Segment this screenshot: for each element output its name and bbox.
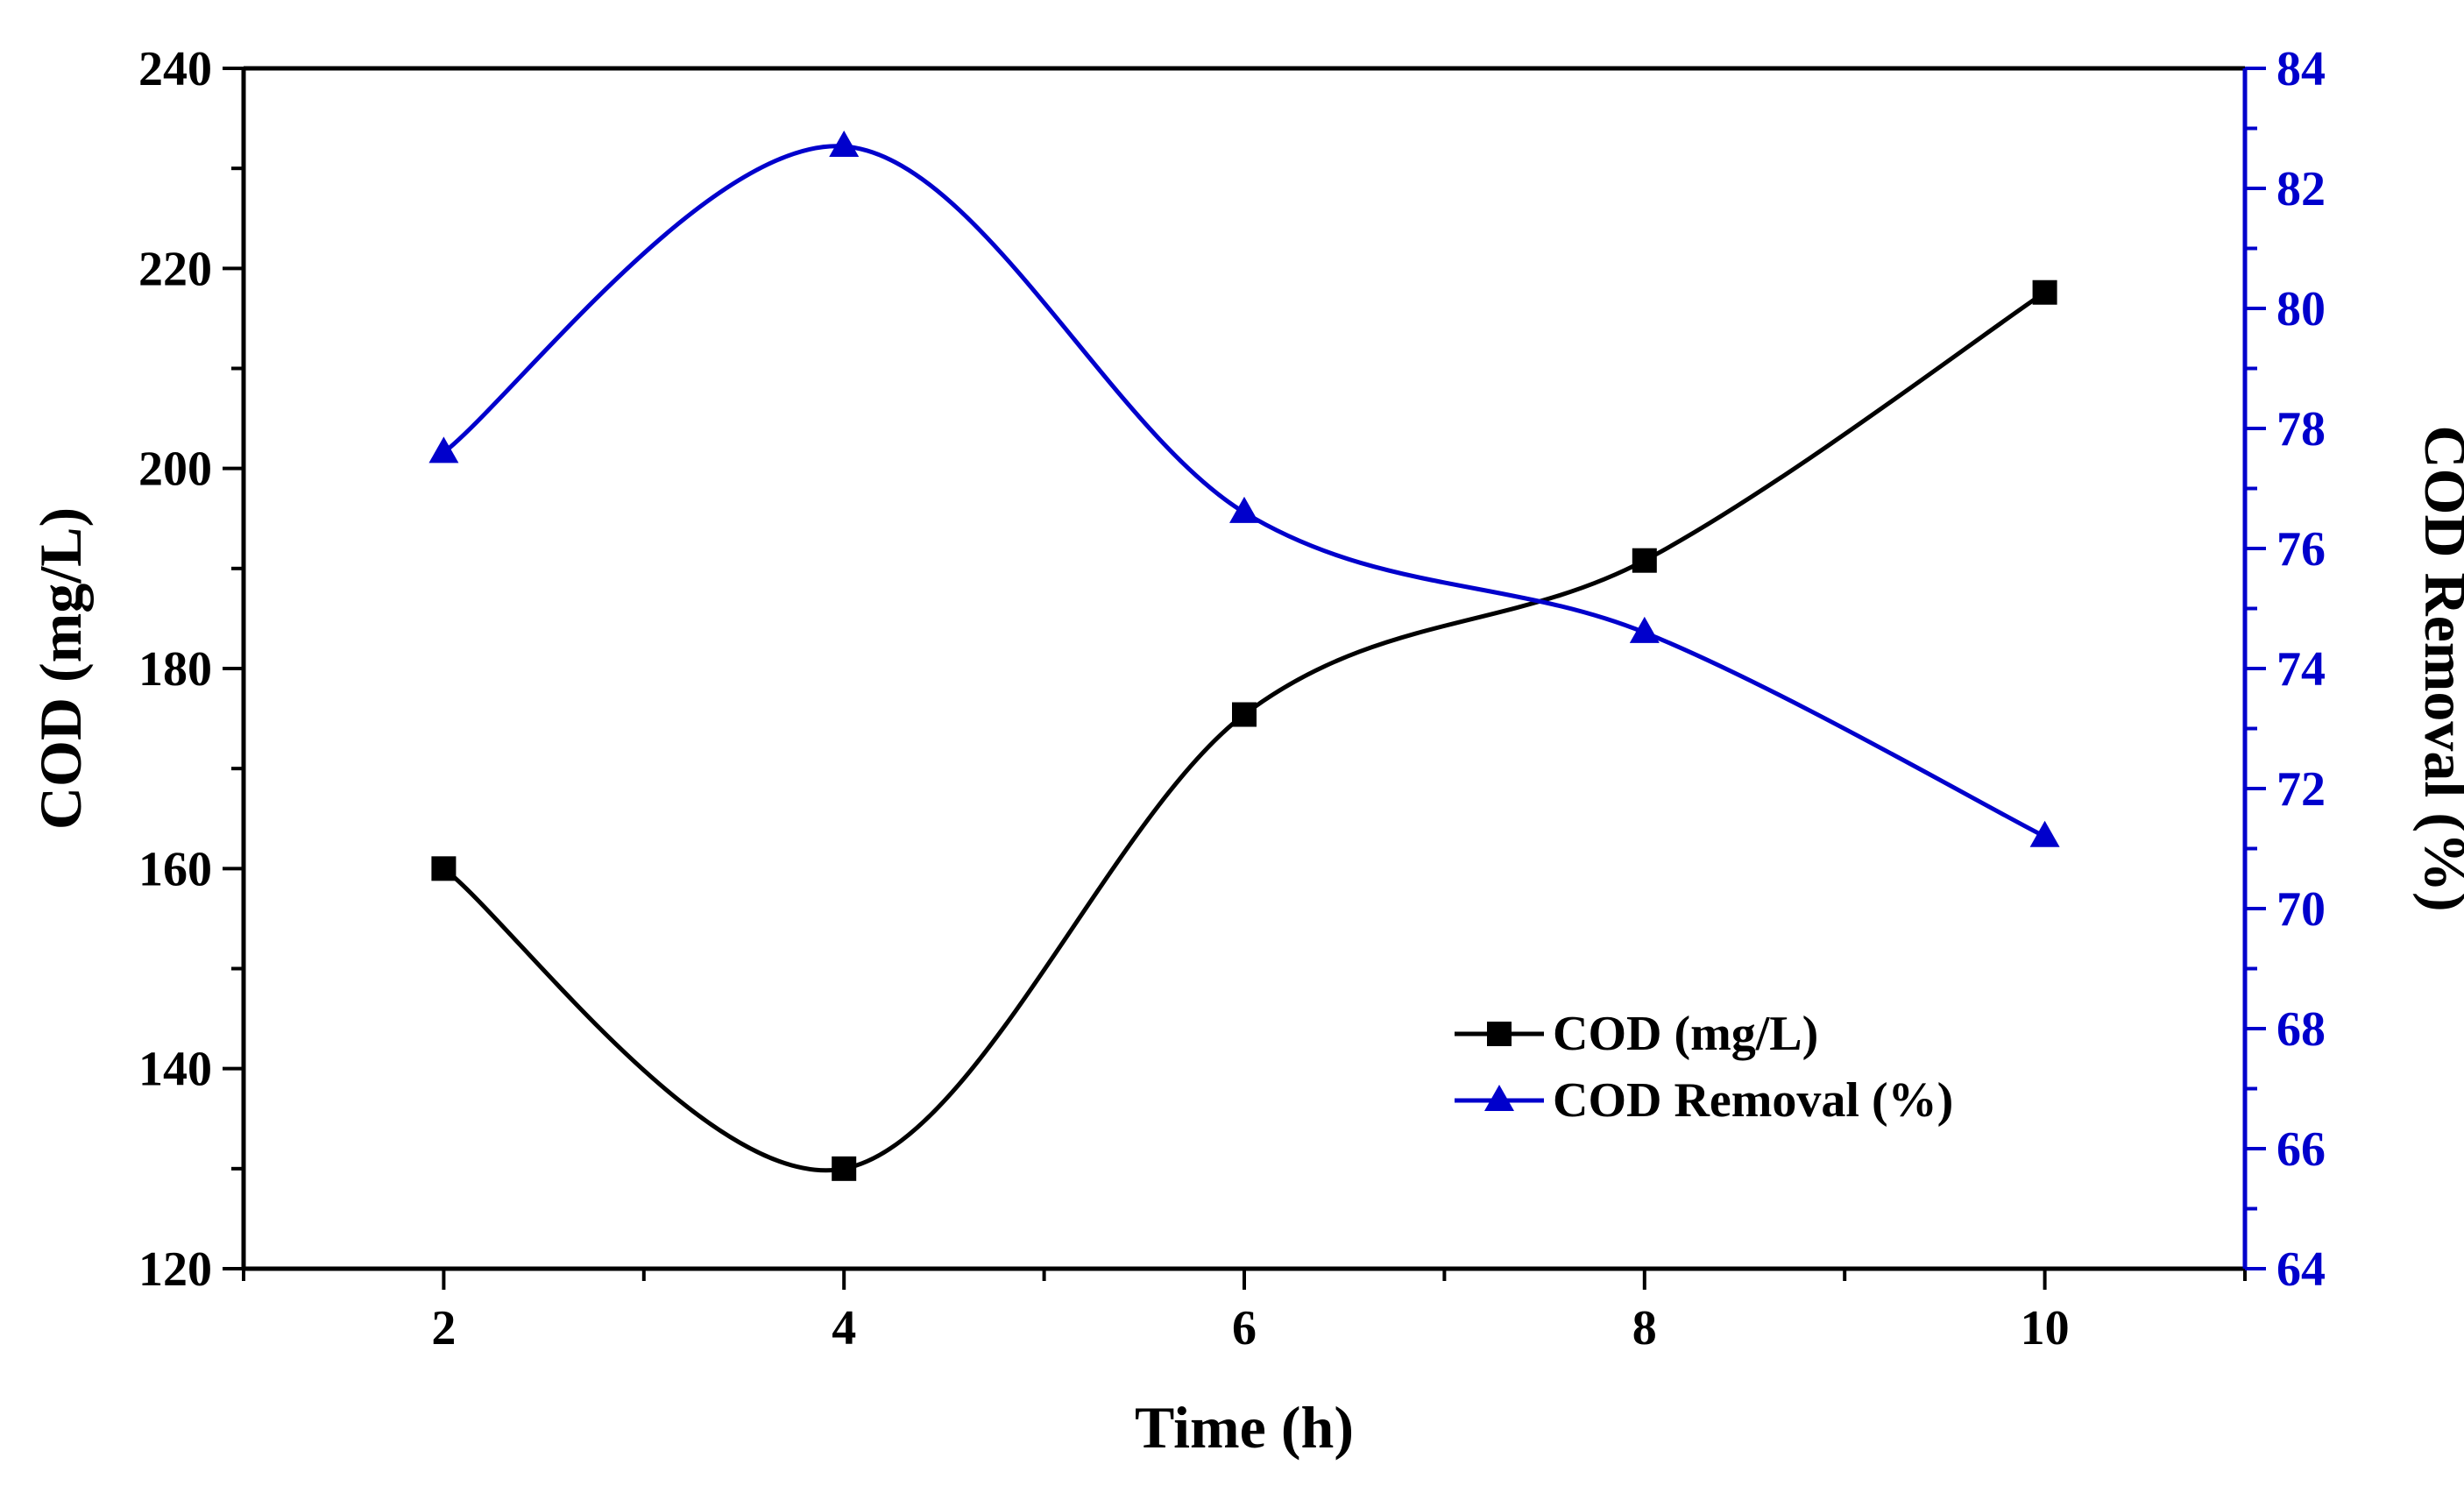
x-tick-label: 2 (431, 1301, 456, 1355)
right-y-tick-label: 66 (2276, 1122, 2326, 1177)
cod-point (431, 856, 457, 881)
cod-removal-point (2029, 820, 2060, 847)
left-y-tick-label: 120 (138, 1242, 212, 1297)
right-y-tick-label: 80 (2276, 282, 2326, 336)
legend: COD (mg/L) COD Removal (%) (1455, 1007, 1953, 1128)
right-y-tick-label: 70 (2276, 882, 2326, 937)
cod-point (1232, 702, 1257, 727)
cod-point (1632, 548, 1657, 573)
left-y-tick-label: 180 (138, 642, 212, 697)
series (428, 131, 2060, 1181)
right-y-tick-label: 76 (2276, 522, 2326, 577)
right-y-tick-label: 68 (2276, 1002, 2326, 1057)
x-tick-label: 6 (1232, 1301, 1257, 1355)
cod-removal-point (428, 436, 459, 463)
cod-removal-point (1629, 616, 1660, 643)
axis-ticks: 2 4 6 8 101201401601802002202406466687072747… (138, 42, 2326, 1355)
right-y-tick-label: 82 (2276, 162, 2326, 216)
left-y-tick-label: 200 (138, 442, 212, 497)
legend-cod-label: COD (mg/L) (1553, 1007, 1818, 1061)
cod-point (832, 1156, 857, 1181)
series-line-cod-removal (442, 144, 2046, 839)
right-y-axis-title: COD Removal (%) (2412, 425, 2464, 911)
right-y-tick-label: 64 (2276, 1242, 2326, 1297)
x-tick-label: 8 (1632, 1301, 1657, 1355)
right-y-tick-label: 78 (2276, 402, 2326, 456)
x-tick-label: 10 (2021, 1301, 2070, 1355)
cod-removal-point (829, 131, 860, 158)
right-y-tick-label: 74 (2276, 642, 2326, 697)
left-y-tick-label: 220 (138, 242, 212, 296)
cod-point (2032, 279, 2057, 305)
right-y-tick-label: 72 (2276, 762, 2326, 817)
cod-removal-point (1229, 496, 1259, 523)
x-tick-label: 4 (832, 1301, 856, 1355)
left-y-tick-label: 240 (138, 42, 212, 96)
left-y-axis-title: COD (mg/L) (27, 507, 94, 830)
legend-removal-label: COD Removal (%) (1553, 1073, 1953, 1128)
x-axis-title: Time (h) (1135, 1394, 1354, 1461)
legend-removal-marker (1484, 1085, 1514, 1111)
right-y-tick-label: 84 (2276, 42, 2326, 96)
series-line-cod (442, 290, 2046, 1173)
legend-cod-marker (1487, 1022, 1512, 1046)
left-y-tick-label: 160 (138, 842, 212, 896)
left-y-tick-label: 140 (138, 1043, 212, 1097)
